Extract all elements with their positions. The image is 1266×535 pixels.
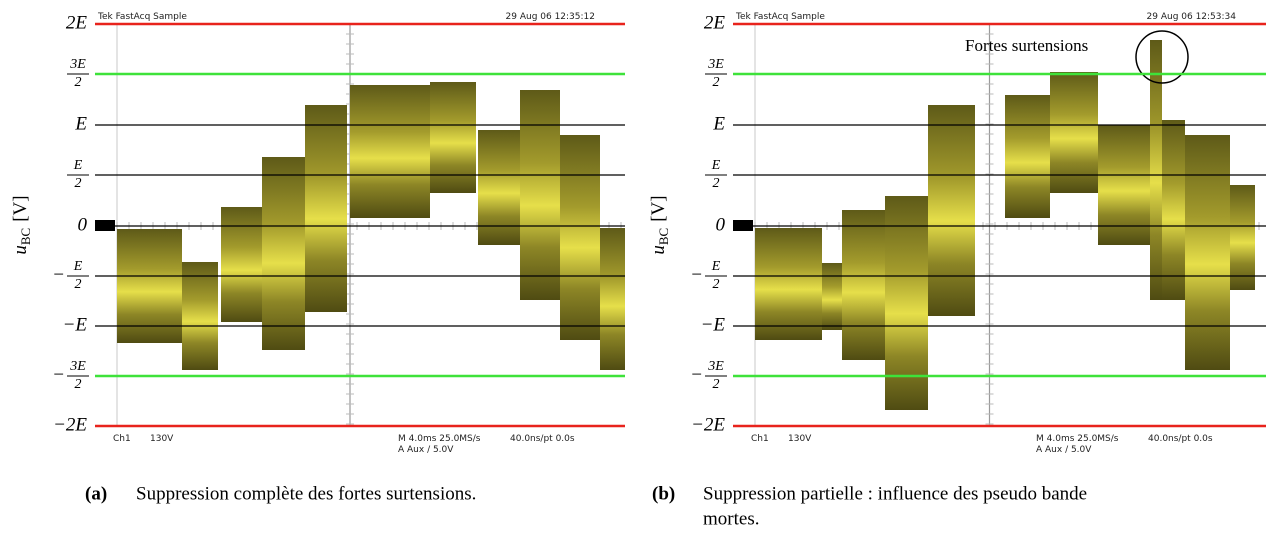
y-label-subscript: BC (18, 228, 33, 245)
scope-channel: Ch1 (751, 434, 769, 444)
highlight-circle (1135, 30, 1189, 84)
fraction-numerator: 3E (707, 57, 724, 72)
y-label-symbol: u (10, 245, 31, 255)
y-tick-label: 0 (78, 214, 88, 235)
y-tick-label: E (712, 113, 725, 134)
fraction-numerator: E (711, 158, 721, 173)
scope-rate: 40.0ns/pt 0.0s (510, 434, 575, 444)
caption-tag: (a) (85, 483, 107, 504)
fraction-numerator: E (73, 158, 83, 173)
fraction-denominator: 2 (75, 277, 82, 292)
waveform (755, 40, 1255, 410)
y-label-symbol: u (648, 245, 669, 255)
y-label-subscript: BC (656, 228, 671, 245)
y-tick-label: −2E (691, 414, 725, 435)
y-tick-label: −E (63, 314, 88, 335)
fraction-denominator: 2 (75, 75, 82, 90)
fraction-numerator: 3E (69, 57, 86, 72)
fraction-sign: − (690, 364, 703, 385)
fraction-denominator: 2 (713, 277, 720, 292)
y-tick-label: −E (701, 314, 726, 335)
scope-trigger: A Aux ∕ 5.0V (398, 445, 454, 455)
fraction-numerator: E (711, 259, 721, 274)
scope-volts: 130V (788, 434, 812, 444)
y-label-unit: [V] (648, 195, 669, 221)
scope-timebase: M 4.0ms 25.0MS/s (398, 434, 481, 444)
scope-header: Tek FastAcq Sample (97, 12, 187, 22)
y-axis-label: uBC [V] (648, 195, 671, 254)
fraction-denominator: 2 (713, 377, 720, 392)
fraction-denominator: 2 (75, 176, 82, 191)
scope-date: 29 Aug 06 12:35:12 (506, 12, 595, 22)
waveform (117, 82, 625, 370)
scope-channel: Ch1 (113, 434, 131, 444)
ground-marker (95, 220, 115, 231)
scope-timebase: M 4.0ms 25.0MS/s (1036, 434, 1119, 444)
caption-tag: (b) (652, 483, 675, 504)
y-axis-label: uBC [V] (10, 195, 33, 254)
fraction-numerator: 3E (707, 359, 724, 374)
y-tick-label: E (74, 113, 87, 134)
fraction-sign: − (690, 264, 703, 285)
scope-trigger: A Aux ∕ 5.0V (1036, 445, 1092, 455)
fraction-denominator: 2 (713, 75, 720, 90)
caption-text: Suppression partielle : influence des ps… (703, 483, 1087, 504)
y-tick-label: −2E (53, 414, 87, 435)
fraction-sign: − (52, 364, 65, 385)
fraction-numerator: 3E (69, 359, 86, 374)
y-tick-label: 0 (716, 214, 726, 235)
fraction-sign: − (52, 264, 65, 285)
scope-header: Tek FastAcq Sample (735, 12, 825, 22)
scope-date: 29 Aug 06 12:53:34 (1147, 12, 1237, 22)
ground-marker (733, 220, 753, 231)
scope-volts: 130V (150, 434, 174, 444)
fraction-denominator: 2 (713, 176, 720, 191)
fraction-numerator: E (73, 259, 83, 274)
annotation: Fortes surtensions (965, 36, 1088, 55)
y-label-unit: [V] (10, 195, 31, 221)
fraction-denominator: 2 (75, 377, 82, 392)
scope-rate: 40.0ns/pt 0.0s (1148, 434, 1213, 444)
caption-text: mortes. (703, 508, 759, 529)
y-tick-label: 2E (66, 12, 88, 33)
caption-text: Suppression complète des fortes surtensi… (136, 483, 476, 504)
y-tick-label: 2E (704, 12, 726, 33)
